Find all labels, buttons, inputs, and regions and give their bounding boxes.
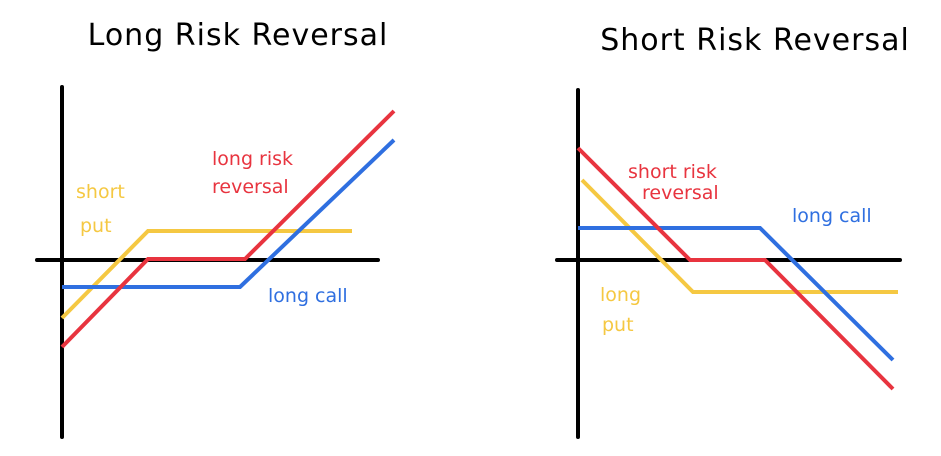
- right-rr-label-2: reversal: [642, 182, 719, 204]
- right-call-label: long call: [792, 205, 872, 227]
- left-long-risk-reversal-line: [60, 109, 396, 349]
- left-put-label-1: short: [76, 181, 125, 203]
- right-long-call-line: [578, 226, 895, 362]
- left-diagram: Long Risk Reversal short put long risk r…: [35, 18, 396, 439]
- left-title: Long Risk Reversal: [88, 18, 389, 53]
- left-rr-label-2: reversal: [212, 176, 289, 198]
- right-put-label-2: put: [602, 314, 634, 336]
- right-diagram: Short Risk Reversal short risk reversal …: [555, 23, 910, 439]
- right-put-label-1: long: [600, 284, 641, 306]
- right-rr-label-1: short risk: [628, 161, 717, 183]
- right-short-risk-reversal-line: [576, 146, 895, 391]
- left-rr-label-1: long risk: [212, 148, 293, 170]
- right-title: Short Risk Reversal: [600, 23, 910, 58]
- left-call-label: long call: [268, 285, 348, 307]
- left-put-label-2: put: [80, 215, 112, 237]
- right-long-put-line: [580, 178, 898, 294]
